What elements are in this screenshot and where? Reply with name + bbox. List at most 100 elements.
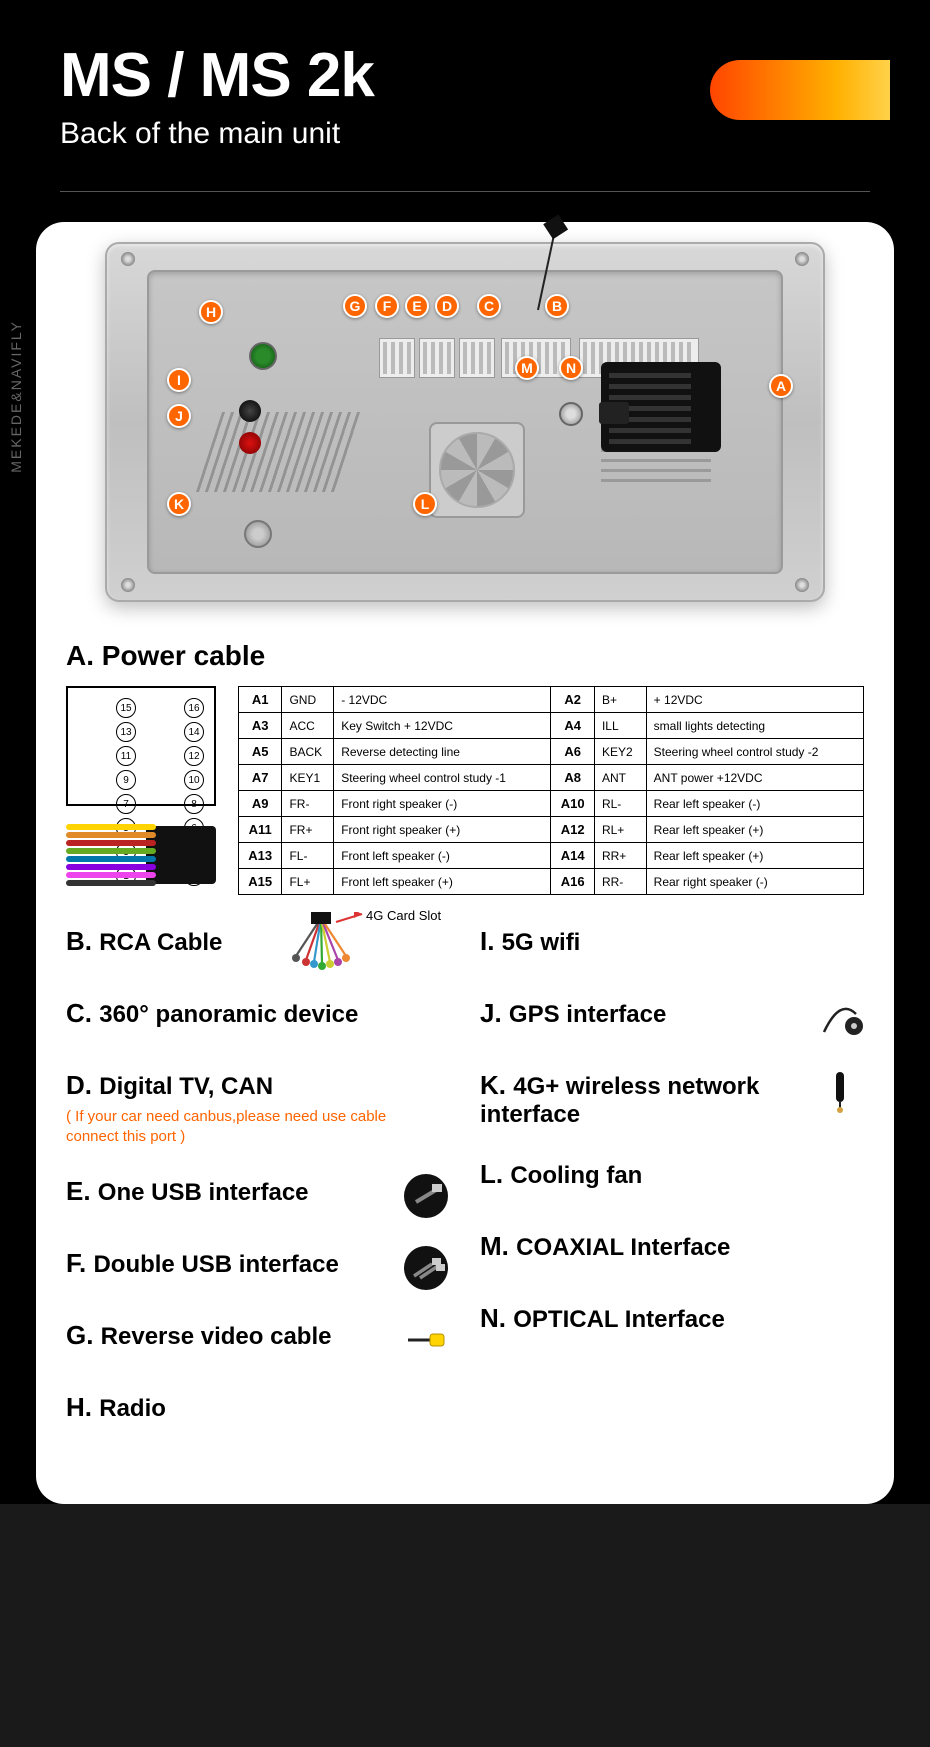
table-cell: A9 [239,791,282,817]
brand-watermark: MEKEDE&NAVIFLY [8,320,24,473]
table-cell: Key Switch + 12VDC [334,713,551,739]
rca-y-icon [402,1316,450,1364]
port-label: I. 5G wifi [480,929,580,956]
table-cell: FL+ [282,869,334,895]
screw-icon [795,252,809,266]
table-row: A7KEY1Steering wheel control study -1A8A… [239,765,864,791]
port-label: H. Radio [66,1395,166,1422]
pin-number: 7 [116,794,136,814]
port-item: M. COAXIAL Interface [480,1231,864,1273]
table-cell: FR- [282,791,334,817]
port-label: G. Reverse video cable [66,1323,331,1350]
pin-label-g: G [343,294,367,318]
table-cell: A11 [239,817,282,843]
ant-icon [816,1066,864,1114]
port-item: N. OPTICAL Interface [480,1303,864,1345]
port-label: F. Double USB interface [66,1251,339,1278]
table-cell: ACC [282,713,334,739]
connector-icon [459,338,495,378]
table-row: A15FL+Front left speaker (+)A16RR-Rear r… [239,869,864,895]
pin-label-k: K [167,492,191,516]
gps-port-icon [239,432,261,454]
divider [60,191,870,192]
table-cell: Rear left speaker (-) [646,791,863,817]
port-list-left: B. RCA Cable4G Card SlotC. 360° panorami… [66,926,450,1464]
wire-strand-icon [66,880,156,886]
table-cell: A6 [551,739,594,765]
table-cell: A7 [239,765,282,791]
port-item: H. Radio [66,1392,450,1434]
table-cell: A13 [239,843,282,869]
pin-number: 15 [116,698,136,718]
plug-icon [146,826,216,884]
pin-label-c: C [477,294,501,318]
wire-strand-icon [66,864,156,870]
port-item: L. Cooling fan [480,1159,864,1201]
wire-strand-icon [66,832,156,838]
table-cell: Front right speaker (+) [334,817,551,843]
port-label: M. COAXIAL Interface [480,1234,730,1261]
port-label: K. 4G+ wireless network interface [480,1073,759,1128]
pin-number: 14 [184,722,204,742]
table-cell: A4 [551,713,594,739]
port-item: G. Reverse video cable [66,1320,450,1362]
pin-label-d: D [435,294,459,318]
table-cell: A15 [239,869,282,895]
wire-strand-icon [66,824,156,830]
table-cell: A16 [551,869,594,895]
annotation: 4G Card Slot [366,908,441,923]
table-cell: A2 [551,687,594,713]
wire-strand-icon [66,840,156,846]
pin-number: 10 [184,770,204,790]
port-note: ( If your car need canbus,please need us… [66,1107,390,1146]
connector-icon [379,338,415,378]
port-label: L. Cooling fan [480,1162,642,1189]
table-cell: KEY2 [594,739,646,765]
pin-label-h: H [199,300,223,324]
port-label: C. 360° panoramic device [66,1001,358,1028]
table-cell: RL- [594,791,646,817]
gps-icon [816,994,864,1042]
coaxial-port-icon [559,402,583,426]
table-cell: small lights detecting [646,713,863,739]
pin-number: 9 [116,770,136,790]
table-row: A9FR-Front right speaker (-)A10RL-Rear l… [239,791,864,817]
port-item: D. Digital TV, CAN( If your car need can… [66,1070,450,1146]
section-power-cable: A. Power cable 16151413121110987654321 A… [66,640,864,896]
pin-label-n: N [559,356,583,380]
table-cell: Rear left speaker (+) [646,817,863,843]
screw-icon [121,578,135,592]
table-cell: A12 [551,817,594,843]
radio-port-icon [249,342,277,370]
port-item: E. One USB interface [66,1176,450,1218]
pin-label-j: J [167,404,191,428]
pin-label-a: A [769,374,793,398]
table-cell: - 12VDC [334,687,551,713]
section-title: A. Power cable [66,640,864,672]
port-label: N. OPTICAL Interface [480,1306,725,1333]
table-cell: A8 [551,765,594,791]
wire-harness-icon [66,816,216,896]
pin-label-f: F [375,294,399,318]
port-item: J. GPS interface [480,998,864,1040]
table-cell: BACK [282,739,334,765]
pin-number: 16 [184,698,204,718]
table-cell: RL+ [594,817,646,843]
antenna-port-icon [244,520,272,548]
pin-number: 13 [116,722,136,742]
connector-icon [419,338,455,378]
table-cell: GND [282,687,334,713]
table-row: A1GND- 12VDCA2B++ 12VDC [239,687,864,713]
table-cell: A1 [239,687,282,713]
table-row: A5BACKReverse detecting lineA6KEY2Steeri… [239,739,864,765]
table-cell: FR+ [282,817,334,843]
vent-icon [196,412,362,492]
pin-label-m: M [515,356,539,380]
table-cell: Front left speaker (-) [334,843,551,869]
device-diagram: ABCDEFGHIJKLMN [66,222,864,622]
port-list-right: I. 5G wifi J. GPS interface K. 4G+ wireles… [480,926,864,1464]
table-cell: A14 [551,843,594,869]
screw-icon [795,578,809,592]
port-item: F. Double USB interface [66,1248,450,1290]
pinout-diagram: 16151413121110987654321 [66,686,226,896]
